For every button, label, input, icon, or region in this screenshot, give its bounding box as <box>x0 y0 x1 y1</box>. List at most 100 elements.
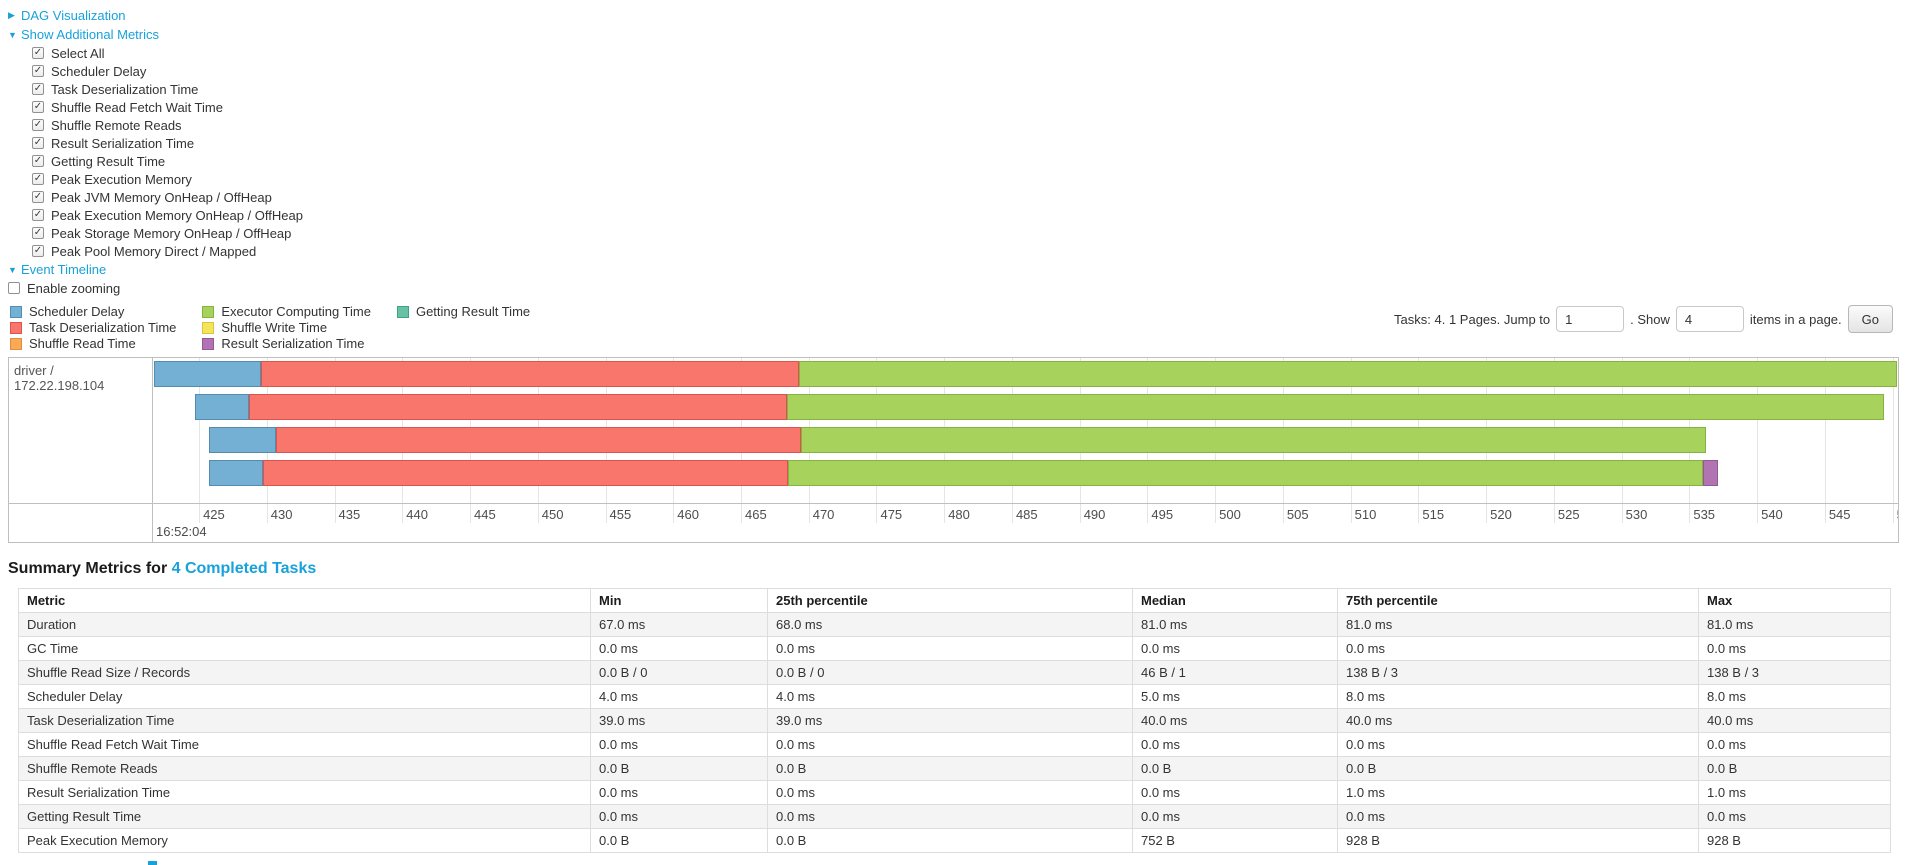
timeline-task-bar[interactable] <box>153 361 1898 387</box>
metric-value-cell: 0.0 B / 0 <box>767 660 1133 685</box>
metric-checkbox[interactable]: ✓ <box>32 137 44 149</box>
dag-visualization-link[interactable]: DAG Visualization <box>21 8 126 23</box>
axis-tick-label: 550 <box>1897 507 1898 522</box>
segment-result-serialization-time[interactable] <box>1702 460 1718 486</box>
segment-scheduler-delay[interactable] <box>154 361 262 387</box>
timeline-label-axis-spacer <box>9 503 152 542</box>
segment-executor-computing-time[interactable] <box>787 394 1885 420</box>
metric-value-cell: 752 B <box>1132 828 1338 853</box>
shuffle-write-time-swatch-icon <box>202 321 215 334</box>
pagination-suffix: items in a page. <box>1749 311 1842 327</box>
legend-item-shuffle-read-time: Shuffle Read Time <box>10 336 176 351</box>
metric-value-cell: 81.0 ms <box>1337 612 1699 637</box>
legend-item-result-serialization-time: Result Serialization Time <box>202 336 371 351</box>
pagination-summary: Tasks: 4. 1 Pages. Jump to <box>1394 311 1551 327</box>
task-deserialization-time-swatch-icon <box>10 321 22 334</box>
metric-checkbox-row: ✓ Select All <box>32 44 1899 62</box>
axis-tick-label: 485 <box>1015 507 1038 522</box>
metric-checkbox-label: Task Deserialization Time <box>51 81 199 97</box>
metric-checkbox-row: ✓ Scheduler Delay <box>32 62 1899 80</box>
metric-checkbox[interactable]: ✓ <box>32 101 44 113</box>
metric-checkbox-label: Peak Execution Memory <box>51 171 192 187</box>
metric-checkbox[interactable]: ✓ <box>32 119 44 131</box>
metric-value-cell: 0.0 ms <box>1337 636 1699 661</box>
metric-value-cell: 0.0 ms <box>590 636 768 661</box>
summary-table-row: Shuffle Read Size / Records 0.0 B / 0 0.0 … <box>18 660 1891 685</box>
summary-table-row: Scheduler Delay 4.0 ms 4.0 ms 5.0 ms 8.0 ms 8… <box>18 684 1891 709</box>
chevron-down-icon: ▼ <box>8 264 17 275</box>
additional-metrics-checkbox-list: ✓ Select All ✓ Scheduler Delay ✓ Task Deseria… <box>32 44 1899 260</box>
axis-tick-label: 435 <box>338 507 361 522</box>
gridline <box>1824 358 1826 523</box>
metric-name-cell: Result Serialization Time <box>18 780 591 805</box>
timeline-task-rows <box>153 358 1898 503</box>
timeline-group-label: driver / 172.22.198.104 <box>14 363 105 393</box>
metric-value-cell: 40.0 ms <box>1337 708 1699 733</box>
go-button[interactable]: Go <box>1847 305 1893 333</box>
axis-tick-label: 490 <box>1083 507 1106 522</box>
jump-to-page-input[interactable] <box>1556 306 1625 332</box>
dag-visualization-toggle[interactable]: ▶ DAG Visualization <box>8 6 1899 25</box>
metric-value-cell: 39.0 ms <box>767 708 1133 733</box>
metric-value-cell: 0.0 ms <box>1698 732 1891 757</box>
metric-value-cell: 0.0 B / 0 <box>590 660 768 685</box>
metric-checkbox[interactable]: ✓ <box>32 155 44 167</box>
enable-zooming-checkbox[interactable] <box>8 282 20 294</box>
metric-checkbox-row: ✓ Peak JVM Memory OnHeap / OffHeap <box>32 188 1899 206</box>
timeline-axis-ticks: 425 430 435 440 445 450 455 460 465 470 475 480 485 4… <box>153 503 1898 523</box>
show-additional-metrics-link[interactable]: Show Additional Metrics <box>21 27 160 42</box>
axis-tick-label: 425 <box>203 507 225 522</box>
timeline-task-bar[interactable] <box>153 394 1898 420</box>
axis-tick-label: 450 <box>541 507 564 522</box>
axis-tick-label: 535 <box>1693 507 1716 522</box>
summary-table-row: GC Time 0.0 ms 0.0 ms 0.0 ms 0.0 ms 0.0 ms <box>18 636 1891 661</box>
metric-checkbox[interactable]: ✓ <box>32 209 44 221</box>
metric-checkbox[interactable]: ✓ <box>32 65 44 77</box>
event-timeline-toggle[interactable]: ▼ Event Timeline <box>8 260 1899 279</box>
segment-scheduler-delay[interactable] <box>194 394 250 420</box>
metric-checkbox-label: Getting Result Time <box>51 153 166 169</box>
axis-tick-label: 460 <box>677 507 699 522</box>
axis-tick-label: 440 <box>406 507 428 522</box>
axis-tick-label: 510 <box>1354 507 1377 522</box>
metric-checkbox-label: Shuffle Remote Reads <box>51 117 182 133</box>
completed-tasks-link[interactable]: 4 Completed Tasks <box>171 560 317 577</box>
event-timeline-link[interactable]: Event Timeline <box>21 262 107 277</box>
metric-checkbox[interactable]: ✓ <box>32 227 44 239</box>
timeline-task-bar[interactable] <box>153 427 1898 453</box>
segment-task-deserialization-time[interactable] <box>276 427 801 453</box>
metric-checkbox-row: ✓ Peak Execution Memory OnHeap / OffHeap <box>32 206 1899 224</box>
timeline-task-bar[interactable] <box>153 460 1898 486</box>
metric-checkbox[interactable]: ✓ <box>32 245 44 257</box>
result-serialization-time-swatch-icon <box>202 337 215 350</box>
segment-task-deserialization-time[interactable] <box>249 394 788 420</box>
metric-value-cell: 68.0 ms <box>767 612 1133 637</box>
segment-task-deserialization-time[interactable] <box>262 460 789 486</box>
metric-name-cell: Shuffle Read Size / Records <box>18 660 591 685</box>
show-additional-metrics-toggle[interactable]: ▼ Show Additional Metrics <box>8 25 1899 44</box>
segment-executor-computing-time[interactable] <box>788 460 1703 486</box>
segment-task-deserialization-time[interactable] <box>261 361 800 387</box>
metric-value-cell: 0.0 ms <box>590 804 768 829</box>
enable-zooming-row: Enable zooming <box>8 279 1899 297</box>
metric-checkbox[interactable]: ✓ <box>32 83 44 95</box>
gridline <box>1757 358 1759 523</box>
metric-checkbox[interactable]: ✓ <box>32 47 44 59</box>
segment-executor-computing-time[interactable] <box>800 427 1706 453</box>
metric-checkbox[interactable]: ✓ <box>32 191 44 203</box>
metric-checkbox[interactable]: ✓ <box>32 173 44 185</box>
metric-value-cell: 40.0 ms <box>1698 708 1891 733</box>
shuffle-read-time-swatch-icon <box>10 337 22 350</box>
metric-checkbox-label: Peak Execution Memory OnHeap / OffHeap <box>51 207 303 223</box>
metric-value-cell: 0.0 ms <box>1698 804 1891 829</box>
legend-item-scheduler-delay: Scheduler Delay <box>10 304 176 319</box>
segment-executor-computing-time[interactable] <box>799 361 1897 387</box>
metric-value-cell: 928 B <box>1698 828 1891 853</box>
metric-checkbox-row: ✓ Shuffle Remote Reads <box>32 116 1899 134</box>
metric-value-cell: 928 B <box>1337 828 1699 853</box>
metric-value-cell: 1.0 ms <box>1337 780 1699 805</box>
items-per-page-input[interactable] <box>1675 306 1744 332</box>
segment-scheduler-delay[interactable] <box>208 460 263 486</box>
pagination-show-label: . Show <box>1630 311 1670 327</box>
segment-scheduler-delay[interactable] <box>208 427 277 453</box>
